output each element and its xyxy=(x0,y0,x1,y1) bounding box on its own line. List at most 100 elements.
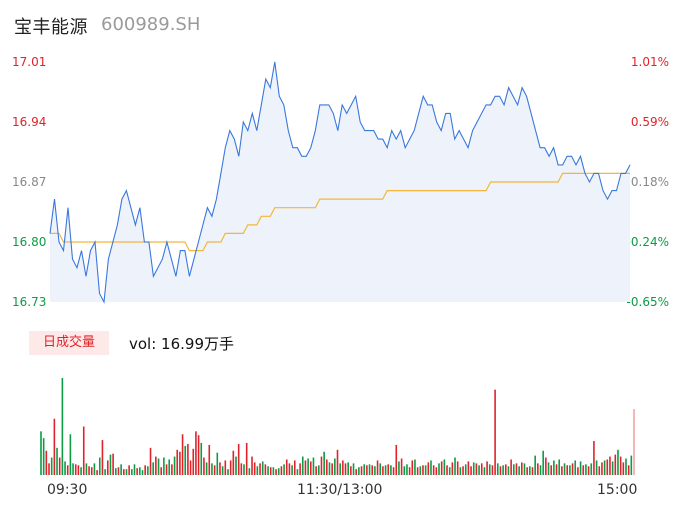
volume-bar xyxy=(123,469,125,475)
volume-bar xyxy=(521,462,523,475)
volume-bar xyxy=(66,465,69,475)
volume-bar xyxy=(125,469,128,475)
volume-bar xyxy=(371,465,374,475)
pct-tick-1: 1.01% xyxy=(630,55,669,69)
volume-bar xyxy=(318,465,320,475)
volume-bar xyxy=(427,462,430,475)
volume-bar xyxy=(358,467,360,475)
volume-bar xyxy=(403,466,406,475)
volume-bar xyxy=(376,460,379,475)
volume-bar xyxy=(280,466,283,475)
volume-bar xyxy=(312,457,315,475)
volume-bar xyxy=(534,455,536,475)
time-tick-open: 09:30 xyxy=(47,482,88,498)
volume-bar xyxy=(336,449,339,475)
volume-bar xyxy=(232,450,235,475)
volume-bar xyxy=(633,409,635,475)
volume-bars xyxy=(40,378,635,475)
volume-bar xyxy=(93,463,96,475)
volume-bar xyxy=(253,462,256,475)
volume-bar xyxy=(462,466,464,475)
volume-bar xyxy=(408,467,411,475)
volume-bar xyxy=(251,456,253,475)
volume-bar xyxy=(205,462,208,475)
volume-bar xyxy=(85,463,88,475)
volume-bar xyxy=(451,462,454,475)
volume-bar xyxy=(42,438,45,475)
tab-daily-volume[interactable]: 日成交量 xyxy=(29,331,109,355)
volume-bar xyxy=(72,463,74,475)
volume-bar xyxy=(424,465,427,475)
volume-bar xyxy=(491,465,494,475)
volume-bar xyxy=(326,459,328,475)
volume-bar xyxy=(601,462,603,475)
volume-bar xyxy=(339,463,341,475)
volume-bar xyxy=(569,465,571,475)
volume-bar xyxy=(179,451,181,475)
volume-bar xyxy=(184,445,187,475)
volume-bar xyxy=(96,470,98,475)
volume-bar xyxy=(590,463,593,475)
volume-bar xyxy=(144,465,146,475)
volume-bar xyxy=(374,466,376,475)
price-tick-1: 17.01 xyxy=(12,55,47,69)
volume-bar xyxy=(379,463,382,475)
volume-bar xyxy=(472,462,475,475)
volume-bar xyxy=(203,457,205,475)
volume-bar xyxy=(224,460,227,475)
time-tick-midday: 11:30/13:00 xyxy=(297,482,383,498)
volume-bar xyxy=(131,469,133,475)
volume-bar xyxy=(446,465,448,475)
volume-bar xyxy=(456,461,459,475)
volume-bar xyxy=(216,452,219,475)
volume-bar xyxy=(240,463,243,475)
pct-tick-2: 0.59% xyxy=(630,115,669,129)
volume-bar xyxy=(411,460,414,475)
volume-bar xyxy=(152,462,154,475)
stock-name: 宝丰能源 xyxy=(14,17,88,38)
volume-bar xyxy=(227,469,229,475)
volume-bar xyxy=(213,465,216,475)
volume-bar xyxy=(275,469,277,475)
volume-bar xyxy=(195,431,197,475)
volume-bar xyxy=(448,467,451,475)
volume-bar xyxy=(141,470,144,475)
volume-bar xyxy=(256,466,259,475)
volume-bar xyxy=(518,466,520,475)
volume-bar xyxy=(269,467,272,475)
volume-bar xyxy=(398,461,400,475)
volume-bar xyxy=(483,467,486,475)
volume-bar xyxy=(77,465,80,475)
volume-bar xyxy=(323,451,325,475)
volume-readout: vol: 16.99万手 xyxy=(129,335,234,353)
volume-bar xyxy=(561,466,563,475)
volume-bar xyxy=(221,466,224,475)
volume-bar xyxy=(395,444,398,475)
volume-bar xyxy=(56,447,58,475)
volume-bar xyxy=(229,460,232,475)
volume-bar xyxy=(315,466,317,475)
volume-bar xyxy=(187,443,189,475)
volume-bar xyxy=(387,464,390,475)
volume-bar xyxy=(53,418,56,475)
volume-bar xyxy=(133,464,136,475)
volume-bar xyxy=(342,460,344,475)
volume-bar xyxy=(606,459,609,475)
price-line xyxy=(49,61,631,304)
volume-bar xyxy=(117,467,120,475)
volume-bar xyxy=(171,464,173,475)
volume-bar xyxy=(478,465,480,475)
volume-bar xyxy=(558,459,561,475)
volume-bar xyxy=(211,463,213,475)
volume-bar xyxy=(293,460,296,475)
volume-bar xyxy=(165,464,168,475)
volume-bar xyxy=(277,468,280,475)
volume-bar xyxy=(304,460,307,475)
volume-bar xyxy=(80,467,82,475)
price-tick-4: 16.80 xyxy=(12,235,47,249)
volume-bar xyxy=(414,459,416,475)
volume-bar xyxy=(136,468,138,475)
volume-bar xyxy=(507,466,510,475)
volume-bar xyxy=(109,454,112,475)
